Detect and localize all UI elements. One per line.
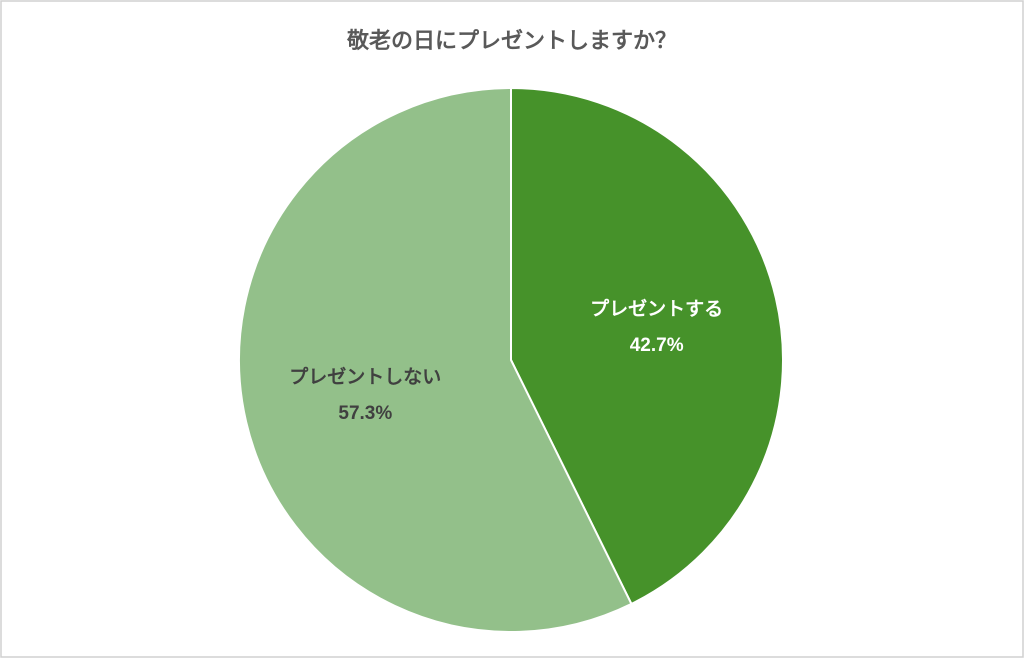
pie-slice: [510, 86, 784, 606]
chart-title: 敬老の日にプレゼントしますか？: [346, 28, 677, 53]
pie-slice: [238, 86, 633, 633]
value-label: 57.3%: [338, 403, 392, 424]
slice-label: プレゼントしない: [289, 365, 441, 388]
value-label: 42.7%: [630, 335, 684, 356]
slice-label: プレゼントする: [590, 297, 723, 320]
